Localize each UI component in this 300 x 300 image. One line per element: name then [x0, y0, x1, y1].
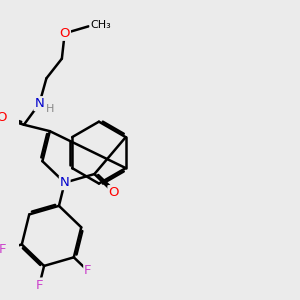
Text: O: O — [0, 111, 7, 124]
Text: F: F — [36, 278, 43, 292]
Text: H: H — [46, 104, 54, 114]
Text: N: N — [60, 176, 70, 189]
Text: O: O — [59, 27, 70, 40]
Text: N: N — [34, 97, 44, 110]
Text: F: F — [0, 243, 7, 256]
Text: CH₃: CH₃ — [90, 20, 111, 30]
Text: F: F — [84, 265, 92, 278]
Text: O: O — [108, 186, 119, 199]
